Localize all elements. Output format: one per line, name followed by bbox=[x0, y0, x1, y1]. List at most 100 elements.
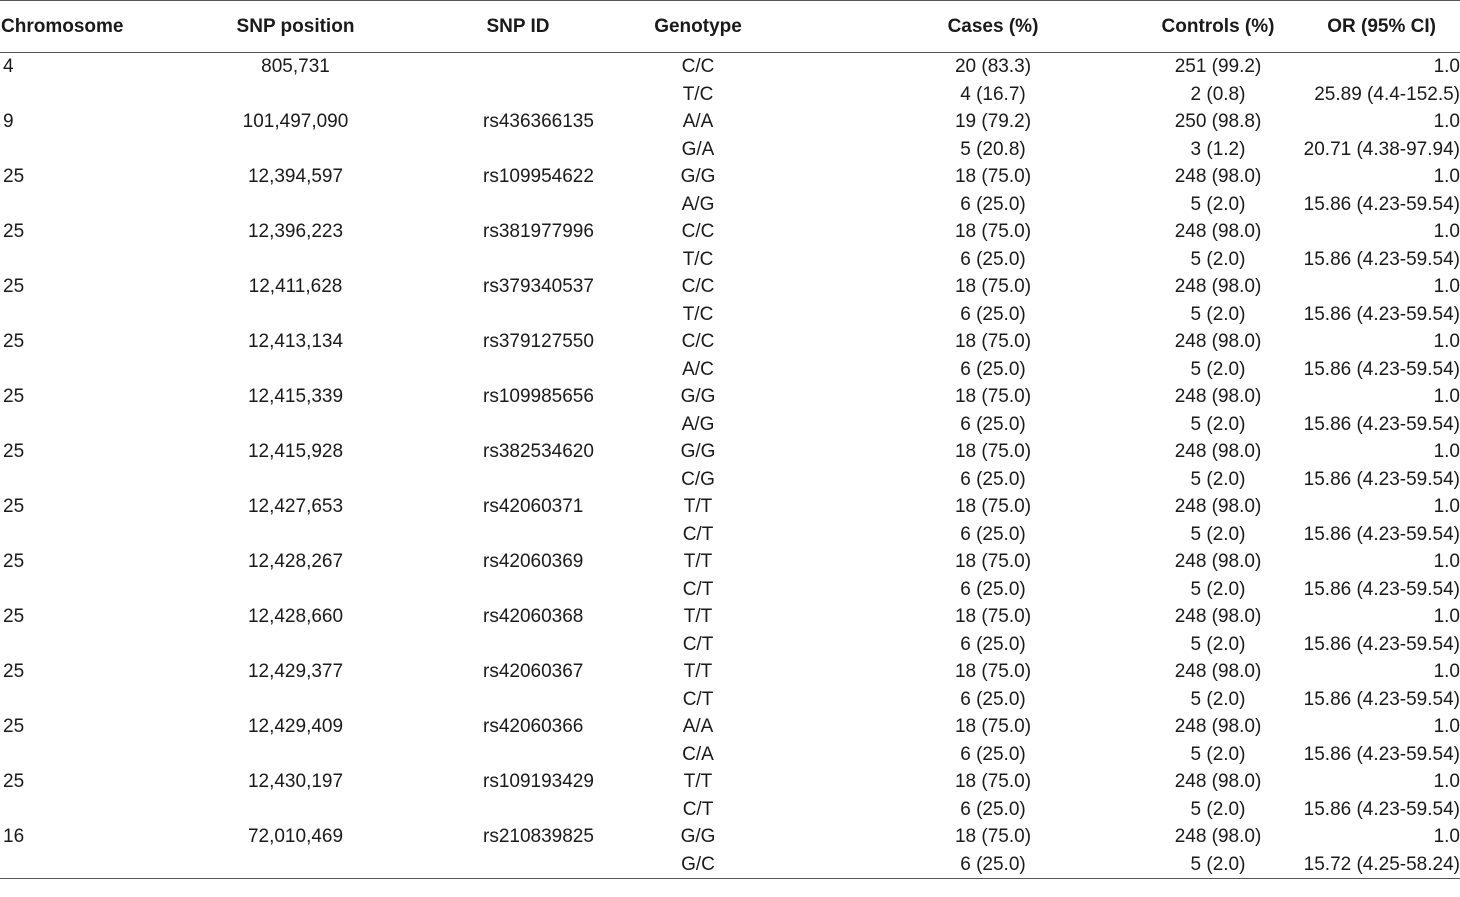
cell-chromosome: 25 bbox=[3, 221, 25, 242]
table-row: 4 805,731 C/C 20 (83.3) 251 (99.2) 1.0 bbox=[0, 53, 1460, 81]
cell-controls: 248 (98.0) bbox=[1174, 496, 1262, 517]
cell-genotype: C/C bbox=[681, 56, 715, 77]
cell-genotype: A/A bbox=[682, 111, 714, 132]
cell-chromosome: 25 bbox=[3, 441, 25, 462]
cell-controls: 248 (98.0) bbox=[1174, 716, 1262, 737]
cell-controls: 5 (2.0) bbox=[1190, 743, 1246, 765]
cell-genotype: G/G bbox=[680, 166, 716, 187]
cell-snp-id bbox=[483, 301, 553, 329]
table-row: C/T 6 (25.0) 5 (2.0) 15.86 (4.23-59.54) bbox=[0, 521, 1460, 549]
cell-snp-position: 12,428,660 bbox=[247, 606, 344, 627]
cell-controls: 5 (2.0) bbox=[1190, 193, 1246, 215]
cell-odds-ratio: 1.0 bbox=[1433, 166, 1460, 187]
table-row: 25 12,427,653 rs42060371 T/T 18 (75.0) 248 (9… bbox=[0, 493, 1460, 521]
cell-chromosome bbox=[0, 741, 108, 769]
cell-cases: 6 (25.0) bbox=[960, 578, 1026, 600]
cell-controls: 248 (98.0) bbox=[1174, 276, 1262, 297]
cell-genotype: G/G bbox=[680, 386, 716, 407]
cell-chromosome: 25 bbox=[3, 551, 25, 572]
cell-cases: 18 (75.0) bbox=[954, 331, 1032, 352]
cell-genotype: C/G bbox=[681, 468, 715, 490]
cell-snp-position bbox=[108, 356, 483, 384]
cell-snp-id bbox=[483, 686, 553, 714]
cell-odds-ratio: 15.72 (4.25-58.24) bbox=[1293, 850, 1460, 879]
cell-controls: 5 (2.0) bbox=[1190, 633, 1246, 655]
cell-odds-ratio: 25.89 (4.4-152.5) bbox=[1314, 83, 1460, 105]
header-cases: Cases (%) bbox=[843, 0, 1143, 53]
cell-snp-position bbox=[108, 246, 483, 274]
cell-genotype: T/C bbox=[682, 303, 714, 325]
cell-genotype: G/G bbox=[680, 441, 716, 462]
cell-odds-ratio: 15.86 (4.23-59.54) bbox=[1303, 743, 1460, 765]
cell-snp-position: 12,427,653 bbox=[247, 496, 344, 517]
cell-chromosome: 25 bbox=[3, 496, 25, 517]
cell-controls: 5 (2.0) bbox=[1190, 358, 1246, 380]
cell-controls: 5 (2.0) bbox=[1190, 798, 1246, 820]
cell-genotype: C/C bbox=[681, 331, 715, 352]
cell-snp-position bbox=[108, 796, 483, 824]
table-row: 16 72,010,469 rs210839825 G/G 18 (75.0) 248 (… bbox=[0, 823, 1460, 851]
cell-snp-id bbox=[483, 81, 553, 109]
header-chromosome: Chromosome bbox=[0, 0, 123, 53]
cell-snp-position: 12,428,267 bbox=[247, 551, 344, 572]
cell-snp-id bbox=[483, 521, 553, 549]
header-snp-position: SNP position bbox=[108, 0, 483, 53]
cell-cases: 18 (75.0) bbox=[954, 716, 1032, 737]
table-row: C/T 6 (25.0) 5 (2.0) 15.86 (4.23-59.54) bbox=[0, 796, 1460, 824]
cell-cases: 18 (75.0) bbox=[954, 276, 1032, 297]
table-row: 25 12,429,377 rs42060367 T/T 18 (75.0) 248 (9… bbox=[0, 658, 1460, 686]
table-row: 9 101,497,090 rs436366135 A/A 19 (79.2) 250 (… bbox=[0, 108, 1460, 136]
cell-genotype: A/C bbox=[682, 358, 714, 380]
cell-genotype: A/G bbox=[681, 413, 715, 435]
cell-snp-position: 12,396,223 bbox=[247, 221, 344, 242]
cell-chromosome bbox=[0, 576, 108, 604]
cell-genotype: A/G bbox=[681, 193, 715, 215]
table-row: T/C 4 (16.7) 2 (0.8) 25.89 (4.4-152.5) bbox=[0, 81, 1460, 109]
cell-controls: 248 (98.0) bbox=[1174, 826, 1262, 847]
cell-controls: 248 (98.0) bbox=[1174, 166, 1262, 187]
cell-snp-id: rs109193429 bbox=[483, 771, 594, 792]
cell-odds-ratio: 15.86 (4.23-59.54) bbox=[1303, 358, 1460, 380]
cell-odds-ratio: 15.86 (4.23-59.54) bbox=[1303, 633, 1460, 655]
cell-snp-id: rs379127550 bbox=[483, 331, 594, 352]
cell-controls: 5 (2.0) bbox=[1190, 248, 1246, 270]
cell-snp-position bbox=[108, 850, 483, 879]
cell-snp-id: rs381977996 bbox=[483, 221, 594, 242]
table-body: 4 805,731 C/C 20 (83.3) 251 (99.2) 1.0 T/C 4 (1… bbox=[0, 53, 1460, 879]
cell-chromosome: 25 bbox=[3, 276, 25, 297]
header-odds-ratio: OR (95% CI) bbox=[1293, 0, 1460, 53]
cell-cases: 6 (25.0) bbox=[960, 303, 1026, 325]
cell-odds-ratio: 1.0 bbox=[1433, 386, 1460, 407]
table-row: G/C 6 (25.0) 5 (2.0) 15.72 (4.25-58.24) bbox=[0, 850, 1460, 879]
cell-chromosome: 25 bbox=[3, 716, 25, 737]
cell-odds-ratio: 1.0 bbox=[1433, 111, 1460, 132]
cell-odds-ratio: 1.0 bbox=[1433, 496, 1460, 517]
cell-snp-id bbox=[483, 741, 553, 769]
header-snp-id: SNP ID bbox=[483, 0, 553, 53]
cell-controls: 250 (98.8) bbox=[1174, 111, 1262, 132]
table-row: 25 12,413,134 rs379127550 C/C 18 (75.0) 248 (… bbox=[0, 328, 1460, 356]
cell-odds-ratio: 1.0 bbox=[1433, 441, 1460, 462]
cell-odds-ratio: 15.86 (4.23-59.54) bbox=[1303, 798, 1460, 820]
genotype-association-table: Chromosome SNP position SNP ID Genotype … bbox=[0, 0, 1460, 879]
table-row: 25 12,428,267 rs42060369 T/T 18 (75.0) 248 (9… bbox=[0, 548, 1460, 576]
cell-cases: 6 (25.0) bbox=[960, 468, 1026, 490]
cell-snp-id: rs42060367 bbox=[483, 661, 584, 682]
cell-odds-ratio: 20.71 (4.38-97.94) bbox=[1303, 138, 1460, 160]
cell-controls: 248 (98.0) bbox=[1174, 221, 1262, 242]
cell-controls: 248 (98.0) bbox=[1174, 661, 1262, 682]
cell-chromosome bbox=[0, 796, 108, 824]
cell-snp-position bbox=[108, 686, 483, 714]
cell-controls: 5 (2.0) bbox=[1190, 578, 1246, 600]
cell-odds-ratio: 1.0 bbox=[1433, 331, 1460, 352]
cell-snp-position: 101,497,090 bbox=[242, 111, 349, 132]
cell-snp-position bbox=[108, 191, 483, 219]
cell-chromosome bbox=[0, 411, 108, 439]
cell-cases: 18 (75.0) bbox=[954, 166, 1032, 187]
header-genotype: Genotype bbox=[553, 0, 843, 53]
cell-chromosome: 25 bbox=[3, 386, 25, 407]
cell-cases: 18 (75.0) bbox=[954, 771, 1032, 792]
table-row: A/G 6 (25.0) 5 (2.0) 15.86 (4.23-59.54) bbox=[0, 411, 1460, 439]
cell-chromosome bbox=[0, 850, 108, 879]
